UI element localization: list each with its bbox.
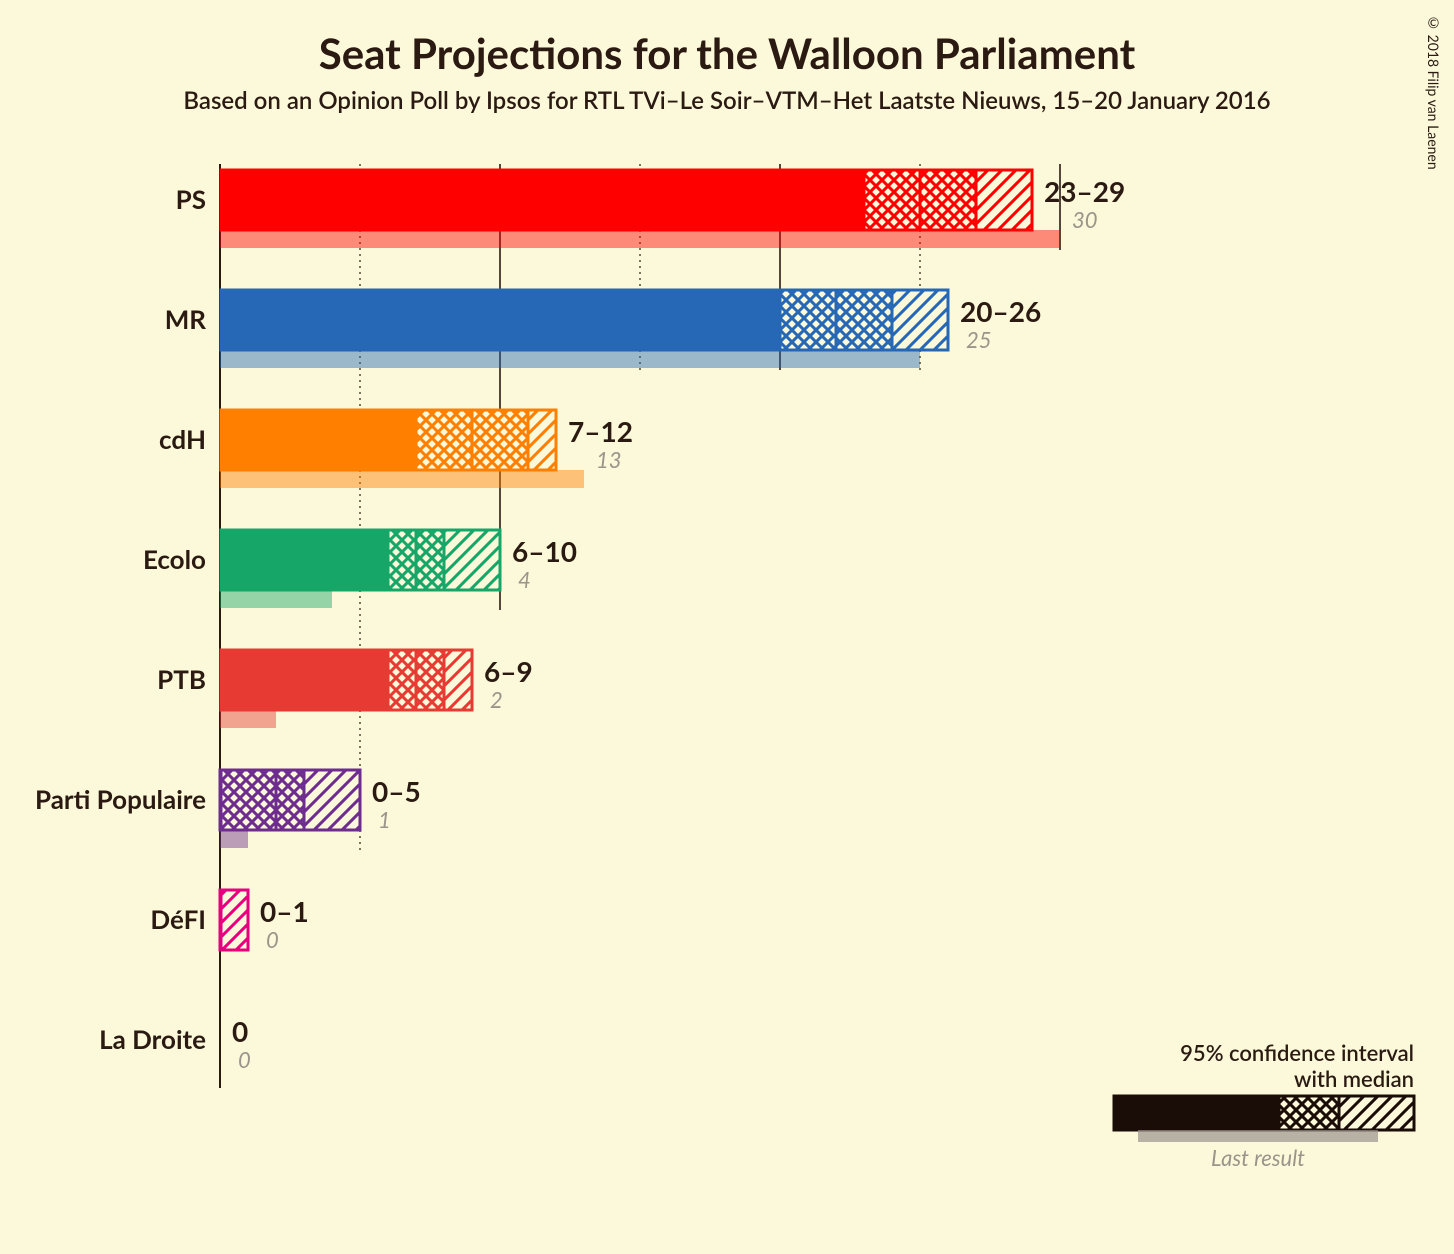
party-label: DéFI: [0, 903, 206, 935]
range-label: 0–1: [260, 894, 309, 928]
range-label: 7–12: [568, 414, 633, 448]
range-label: 0: [232, 1014, 248, 1048]
range-label: 23–29: [1044, 174, 1125, 208]
chart-title: Seat Projections for the Walloon Parliam…: [0, 28, 1454, 78]
party-label: PS: [0, 183, 206, 215]
last-result-label: 2: [490, 686, 503, 713]
copyright: © 2018 Filip van Laenen: [1425, 14, 1442, 170]
range-label: 6–10: [512, 534, 577, 568]
last-result-label: 30: [1072, 206, 1098, 233]
party-label: cdH: [0, 423, 206, 455]
last-result-label: 25: [966, 326, 992, 353]
range-label: 20–26: [960, 294, 1041, 328]
last-result-label: 1: [378, 806, 391, 833]
range-label: 6–9: [484, 654, 533, 688]
last-result-label: 0: [266, 926, 279, 953]
party-label: La Droite: [0, 1023, 206, 1055]
party-label: PTB: [0, 663, 206, 695]
party-label: Parti Populaire: [0, 783, 206, 815]
party-label: Ecolo: [0, 543, 206, 575]
chart-stage: Seat Projections for the Walloon Parliam…: [0, 0, 1454, 1254]
chart-subtitle: Based on an Opinion Poll by Ipsos for RT…: [0, 86, 1454, 115]
legend-last-label: Last result: [1138, 1144, 1378, 1171]
plot-area: [0, 150, 1454, 1150]
last-result-label: 4: [518, 566, 531, 593]
legend-title: 95% confidence intervalwith median: [1114, 1040, 1414, 1093]
last-result-label: 13: [596, 446, 622, 473]
party-label: MR: [0, 303, 206, 335]
range-label: 0–5: [372, 774, 421, 808]
last-result-label: 0: [238, 1046, 251, 1073]
